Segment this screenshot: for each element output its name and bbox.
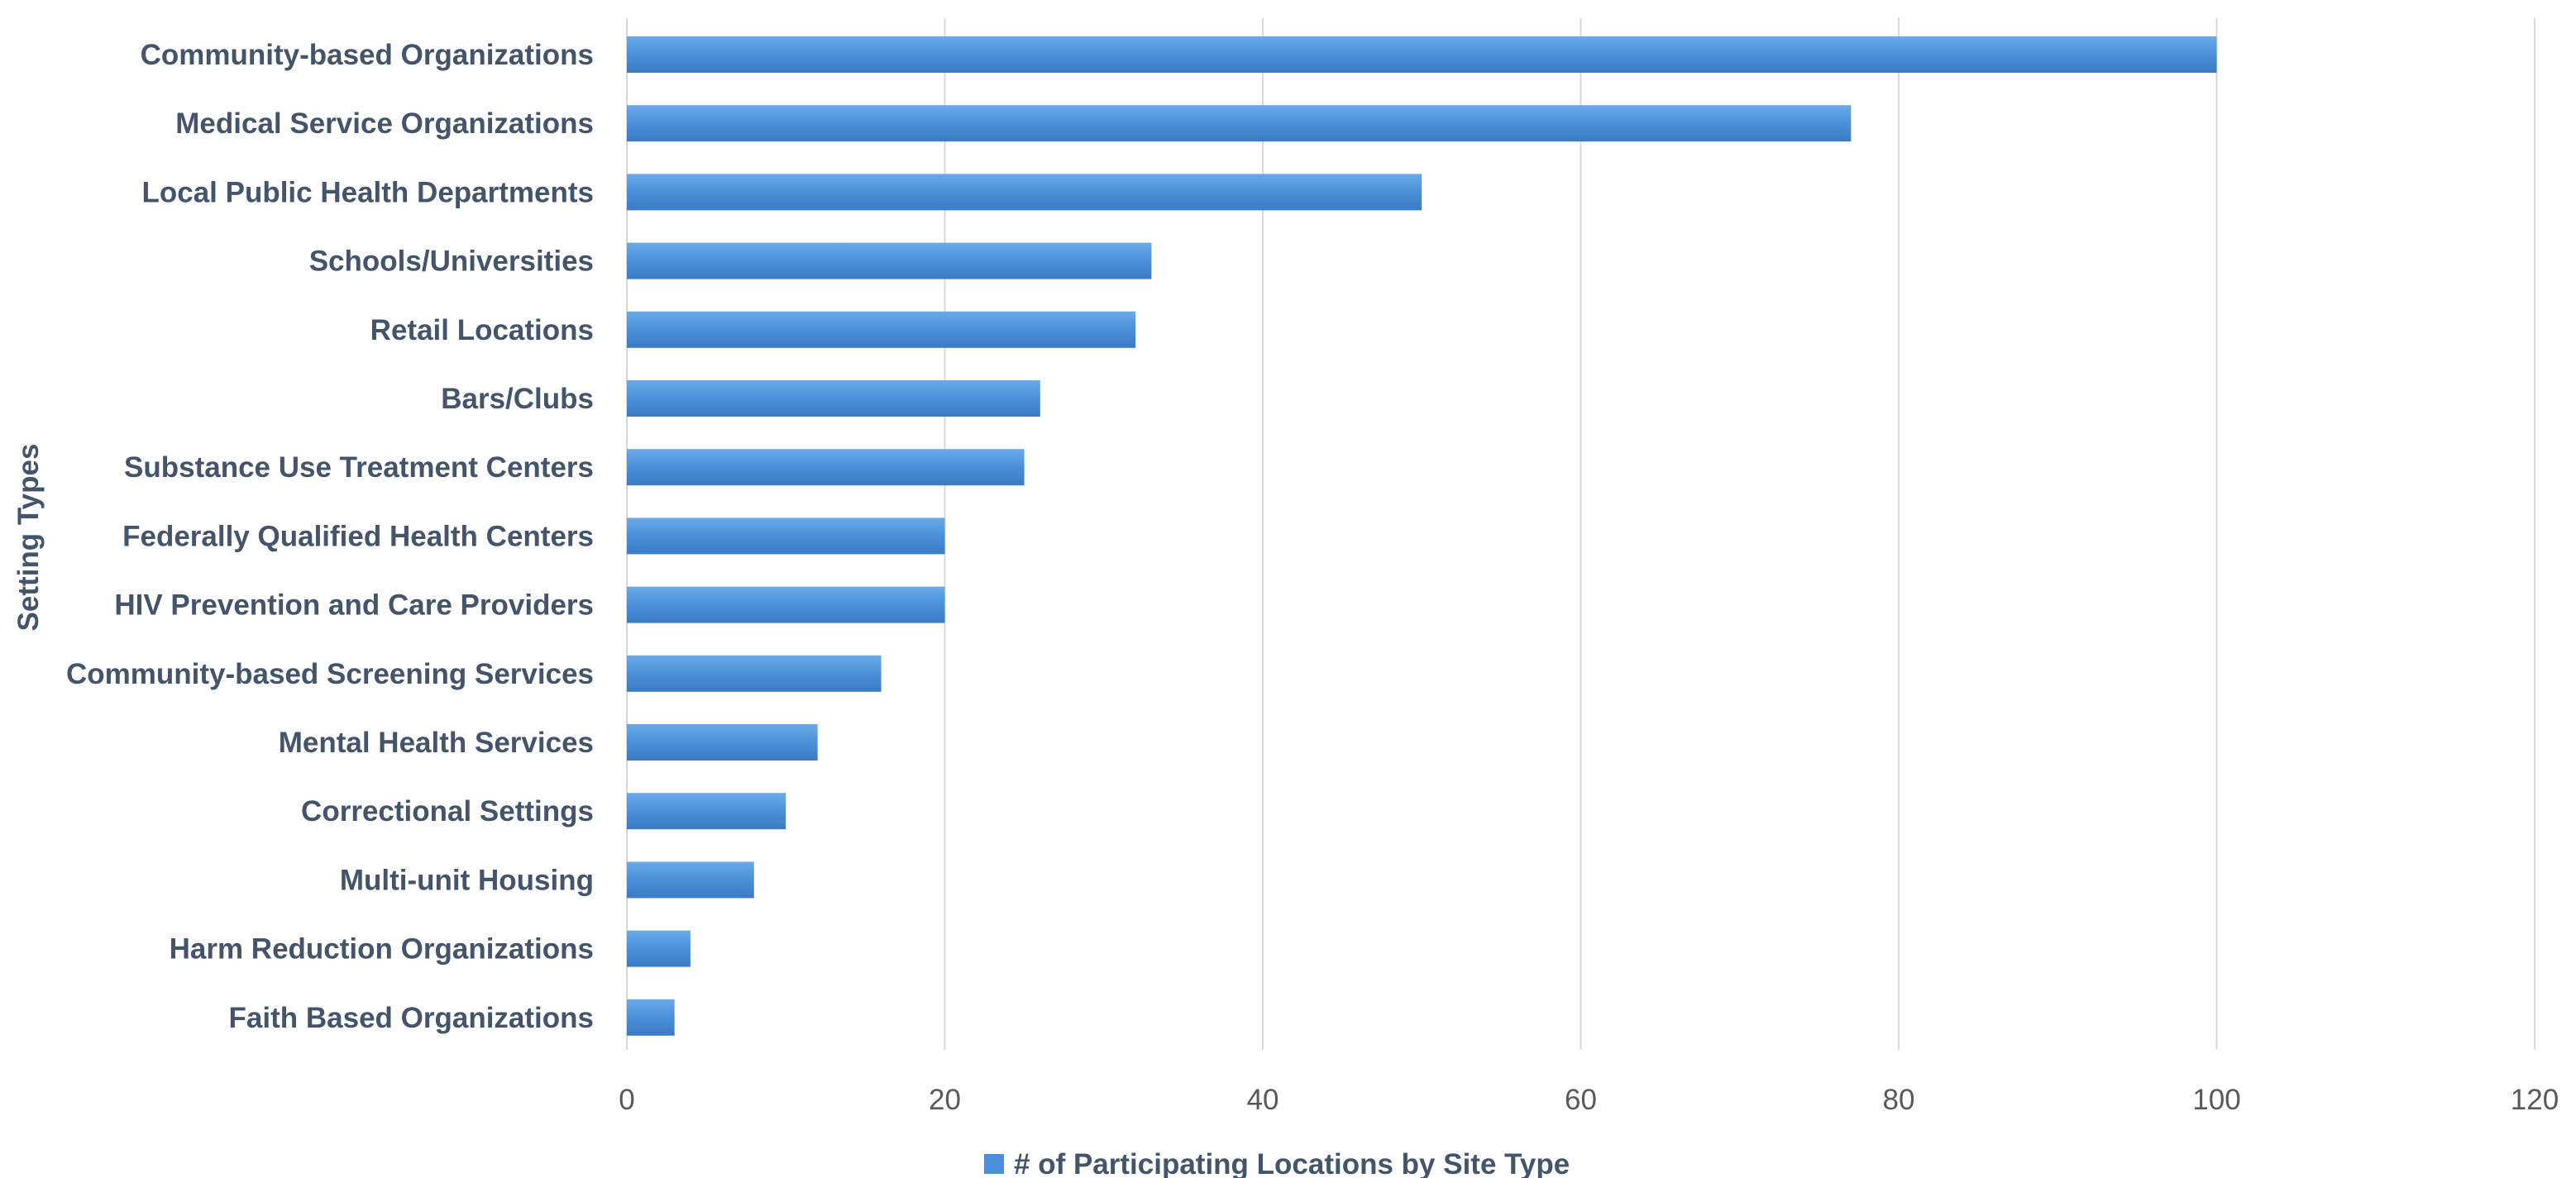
category-label: Local Public Health Departments [141, 176, 594, 208]
bar [627, 380, 1040, 417]
bars [627, 36, 2217, 1036]
bar [627, 861, 754, 899]
category-label: Community-based Screening Services [66, 658, 594, 690]
x-tick-label: 40 [1247, 1084, 1279, 1116]
category-label: Retail Locations [370, 314, 594, 346]
category-label: Faith Based Organizations [229, 1002, 594, 1034]
legend-swatch [984, 1154, 1004, 1174]
category-label: Multi-unit Housing [340, 864, 594, 896]
category-label: Bars/Clubs [441, 383, 594, 415]
category-label: Correctional Settings [301, 795, 594, 827]
bar [627, 930, 691, 967]
legend-label: # of Participating Locations by Site Typ… [1014, 1148, 1570, 1178]
bar [627, 36, 2217, 73]
bar [627, 311, 1136, 348]
category-label: Schools/Universities [309, 246, 594, 278]
bar [627, 793, 786, 830]
bar [627, 724, 818, 761]
x-tick-label: 100 [2192, 1084, 2240, 1116]
bar [627, 242, 1152, 279]
x-tick-label: 0 [619, 1084, 634, 1116]
x-tick-label: 120 [2511, 1084, 2559, 1116]
category-label: Harm Reduction Organizations [170, 933, 594, 966]
x-tick-label: 20 [929, 1084, 961, 1116]
bar [627, 174, 1422, 211]
category-label: Medical Service Organizations [175, 107, 594, 140]
category-label: Community-based Organizations [141, 39, 594, 71]
category-labels: Community-based Organizations Medical Ser… [66, 39, 594, 1034]
bar [627, 105, 1852, 142]
legend: # of Participating Locations by Site Typ… [984, 1148, 1570, 1178]
bar [627, 999, 675, 1036]
category-label: Mental Health Services [279, 727, 594, 759]
x-tick-labels: 0 20 40 60 80 100 120 [619, 1084, 2559, 1116]
category-label: Federally Qualified Health Centers [122, 520, 594, 552]
y-axis-title: Setting Types [12, 444, 45, 632]
x-tick-label: 60 [1565, 1084, 1597, 1116]
bar [627, 586, 945, 623]
bar [627, 517, 945, 555]
x-tick-label: 80 [1883, 1084, 1915, 1116]
bar [627, 449, 1025, 486]
category-label: Substance Use Treatment Centers [124, 451, 594, 484]
bar [627, 655, 882, 692]
category-label: HIV Prevention and Care Providers [114, 589, 594, 622]
